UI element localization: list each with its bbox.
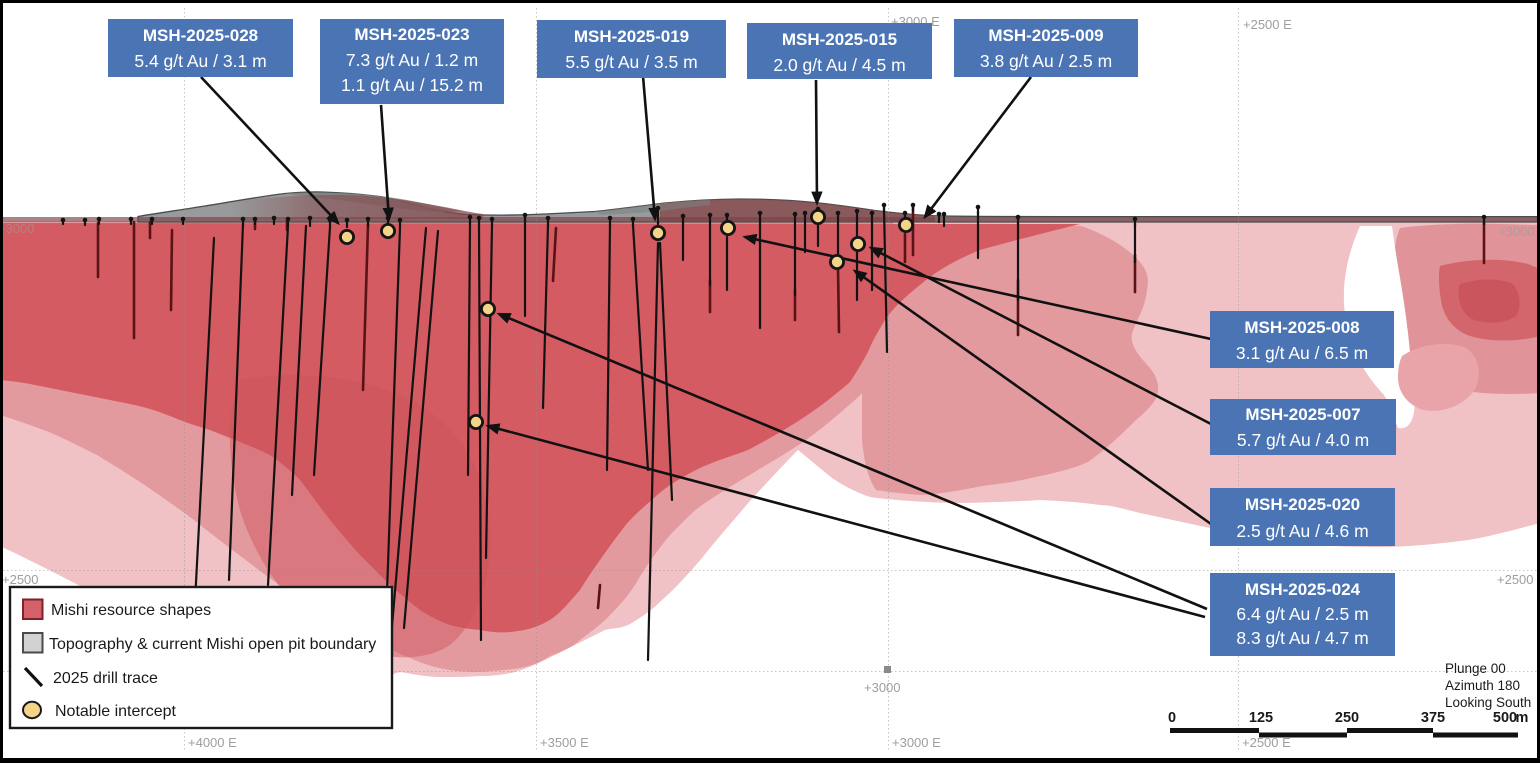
svg-text:MSH-2025-028: MSH-2025-028	[143, 26, 258, 45]
svg-text:Azimuth 180: Azimuth 180	[1445, 678, 1520, 693]
svg-text:0: 0	[1168, 710, 1176, 726]
svg-text:8.3 g/t Au / 4.7 m: 8.3 g/t Au / 4.7 m	[1236, 628, 1368, 648]
svg-text:7.3 g/t Au / 1.2 m: 7.3 g/t Au / 1.2 m	[346, 50, 478, 70]
svg-text:+3000: +3000	[864, 680, 901, 695]
svg-text:6.4 g/t Au / 2.5 m: 6.4 g/t Au / 2.5 m	[1236, 604, 1368, 624]
svg-text:2.5 g/t Au / 4.6 m: 2.5 g/t Au / 4.6 m	[1236, 521, 1368, 541]
svg-text:3.8 g/t Au / 2.5 m: 3.8 g/t Au / 2.5 m	[980, 51, 1112, 71]
svg-text:Notable intercept: Notable intercept	[55, 703, 177, 720]
svg-text:3.1 g/t Au / 6.5 m: 3.1 g/t Au / 6.5 m	[1236, 343, 1368, 363]
svg-text:MSH-2025-007: MSH-2025-007	[1245, 405, 1360, 424]
svg-text:5.7 g/t Au / 4.0 m: 5.7 g/t Au / 4.0 m	[1237, 430, 1369, 450]
svg-text:125: 125	[1249, 710, 1273, 726]
svg-text:Mishi resource shapes: Mishi resource shapes	[51, 602, 211, 619]
svg-text:Plunge 00: Plunge 00	[1445, 661, 1506, 676]
svg-text:+3500 E: +3500 E	[540, 735, 589, 750]
svg-text:1.1 g/t Au / 15.2 m: 1.1 g/t Au / 15.2 m	[341, 75, 483, 95]
svg-text:MSH-2025-023: MSH-2025-023	[354, 25, 469, 44]
svg-text:+4000 E: +4000 E	[188, 735, 237, 750]
svg-text:375: 375	[1421, 710, 1445, 726]
svg-text:+3000: +3000	[0, 221, 35, 236]
svg-text:5.5 g/t Au / 3.5 m: 5.5 g/t Au / 3.5 m	[565, 52, 697, 72]
svg-text:m: m	[1516, 710, 1529, 726]
svg-text:+2500: +2500	[2, 572, 39, 587]
svg-text:2025 drill trace: 2025 drill trace	[53, 670, 158, 687]
svg-text:+2500 E: +2500 E	[1243, 17, 1292, 32]
svg-text:+2500: +2500	[1497, 572, 1534, 587]
svg-text:5.4 g/t Au / 3.1 m: 5.4 g/t Au / 3.1 m	[134, 51, 266, 71]
svg-text:MSH-2025-008: MSH-2025-008	[1244, 318, 1359, 337]
svg-text:+3000 E: +3000 E	[892, 735, 941, 750]
svg-text:MSH-2025-020: MSH-2025-020	[1245, 495, 1360, 514]
svg-text:MSH-2025-019: MSH-2025-019	[574, 27, 689, 46]
svg-text:MSH-2025-009: MSH-2025-009	[988, 26, 1103, 45]
svg-text:500: 500	[1493, 710, 1517, 726]
svg-text:MSH-2025-024: MSH-2025-024	[1245, 580, 1361, 599]
svg-text:Looking South: Looking South	[1445, 695, 1531, 710]
svg-text:+2500 E: +2500 E	[1242, 735, 1291, 750]
svg-text:Topography & current Mishi ope: Topography & current Mishi open pit boun…	[49, 636, 376, 653]
svg-text:MSH-2025-015: MSH-2025-015	[782, 30, 897, 49]
svg-text:250: 250	[1335, 710, 1359, 726]
svg-text:2.0 g/t Au / 4.5 m: 2.0 g/t Au / 4.5 m	[773, 55, 905, 75]
svg-text:+3000: +3000	[1498, 224, 1535, 239]
